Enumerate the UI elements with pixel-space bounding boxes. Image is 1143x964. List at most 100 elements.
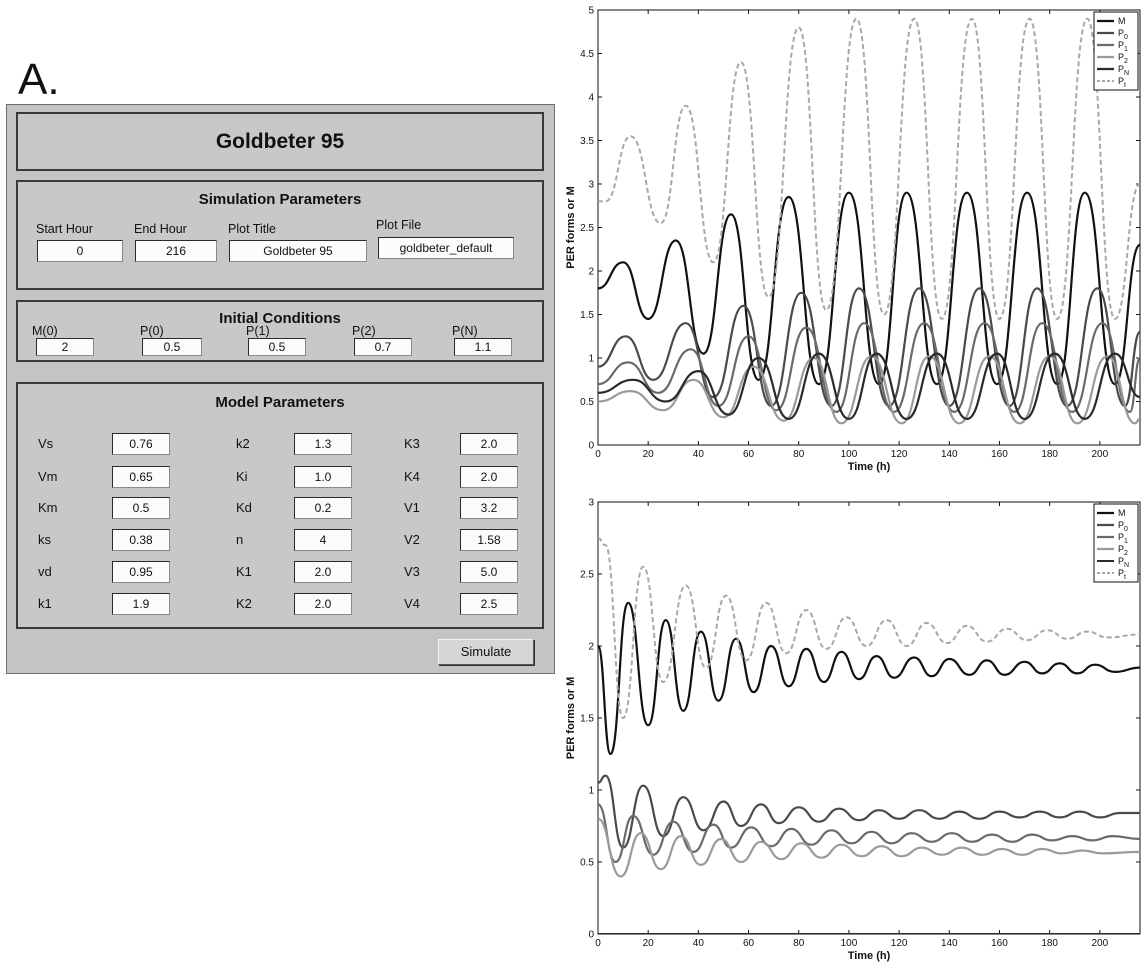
series-line-p2 bbox=[598, 355, 1140, 425]
chart-c: 0 20 40 60 80 100 120 140 160 180 200 0 0.5 1 1.5 2 2.5 3… bbox=[560, 494, 1143, 964]
x-tick-label: 120 bbox=[891, 449, 908, 460]
y-axis-title: PER forms or M bbox=[565, 677, 577, 760]
x-tick-label: 180 bbox=[1041, 449, 1058, 460]
param-field-vd[interactable]: 0.95 bbox=[112, 561, 170, 583]
param-field-n[interactable]: 4 bbox=[294, 529, 352, 551]
plot-title-field[interactable]: Goldbeter 95 bbox=[229, 240, 367, 262]
param-label-v2: V2 bbox=[404, 532, 420, 547]
param-field-kd[interactable]: 0.2 bbox=[294, 497, 352, 519]
y-tick-label: 3.5 bbox=[580, 136, 594, 147]
window-title-box: Goldbeter 95 bbox=[16, 112, 544, 171]
chart-svg-0: 0 20 40 60 80 100 120 140 160 180 200 0 0.5 1 1.5 2 2.5 3… bbox=[565, 6, 1141, 473]
x-tick-label: 0 bbox=[595, 938, 601, 949]
param-label-k1: k1 bbox=[38, 596, 52, 611]
y-tick-label: 0.5 bbox=[580, 858, 594, 869]
m0-field[interactable]: 2 bbox=[36, 338, 94, 356]
param-field-k1[interactable]: 1.9 bbox=[112, 593, 170, 615]
legend-label-m: M bbox=[1118, 508, 1126, 518]
y-tick-label: 0 bbox=[588, 930, 594, 941]
param-label-k3: K3 bbox=[404, 436, 420, 451]
x-tick-label: 80 bbox=[793, 938, 805, 949]
initial-conditions-group: Initial Conditions M(0) 2 P(0) 0.5 P(1) … bbox=[16, 300, 544, 362]
param-field-k1[interactable]: 2.0 bbox=[294, 561, 352, 583]
legend-label-p0: P0 bbox=[1118, 520, 1128, 533]
m0-label: M(0) bbox=[32, 324, 58, 338]
param-field-ki[interactable]: 1.0 bbox=[294, 466, 352, 488]
param-field-v3[interactable]: 5.0 bbox=[460, 561, 518, 583]
param-field-vm[interactable]: 0.65 bbox=[112, 466, 170, 488]
window-title: Goldbeter 95 bbox=[215, 130, 345, 153]
x-tick-label: 160 bbox=[991, 449, 1008, 460]
x-axis-title: Time (h) bbox=[848, 950, 891, 962]
param-field-vs[interactable]: 0.76 bbox=[112, 433, 170, 455]
simulate-button[interactable]: Simulate bbox=[438, 639, 534, 665]
x-tick-label: 160 bbox=[991, 938, 1008, 949]
y-tick-label: 2.5 bbox=[580, 223, 594, 234]
x-tick-label: 100 bbox=[841, 938, 858, 949]
param-field-k2[interactable]: 2.0 bbox=[294, 593, 352, 615]
p2-field[interactable]: 0.7 bbox=[354, 338, 412, 356]
param-label-k2: k2 bbox=[236, 436, 250, 451]
p1-label: P(1) bbox=[246, 324, 270, 338]
x-tick-label: 40 bbox=[693, 449, 705, 460]
series-line-pt bbox=[598, 537, 1140, 720]
param-label-vm: Vm bbox=[38, 469, 58, 484]
end-hour-label: End Hour bbox=[134, 222, 187, 236]
param-label-ks: ks bbox=[38, 532, 51, 547]
y-tick-label: 2 bbox=[588, 642, 594, 653]
param-field-km[interactable]: 0.5 bbox=[112, 497, 170, 519]
x-tick-label: 100 bbox=[841, 449, 858, 460]
param-field-ks[interactable]: 0.38 bbox=[112, 529, 170, 551]
param-field-k2[interactable]: 1.3 bbox=[294, 433, 352, 455]
p0-field[interactable]: 0.5 bbox=[142, 338, 202, 356]
plot-file-field[interactable]: goldbeter_default bbox=[378, 237, 514, 259]
param-label-ki: Ki bbox=[236, 469, 248, 484]
y-axis-title: PER forms or M bbox=[565, 186, 577, 269]
end-hour-field[interactable]: 216 bbox=[135, 240, 217, 262]
p2-label: P(2) bbox=[352, 324, 376, 338]
param-field-k3[interactable]: 2.0 bbox=[460, 433, 518, 455]
series-line-p2 bbox=[598, 817, 1140, 878]
legend-label-p1: P1 bbox=[1118, 40, 1128, 53]
param-field-v2[interactable]: 1.58 bbox=[460, 529, 518, 551]
plot-file-label: Plot File bbox=[376, 218, 422, 232]
chart-svg-1: 0 20 40 60 80 100 120 140 160 180 200 0 0.5 1 1.5 2 2.5 3… bbox=[565, 498, 1141, 962]
pn-label: P(N) bbox=[452, 324, 478, 338]
x-tick-label: 0 bbox=[595, 449, 601, 460]
panel-a-letter: A. bbox=[18, 55, 60, 104]
y-tick-label: 4.5 bbox=[580, 49, 594, 60]
x-tick-label: 200 bbox=[1092, 449, 1109, 460]
param-label-k2: K2 bbox=[236, 596, 252, 611]
p0-label: P(0) bbox=[140, 324, 164, 338]
x-tick-label: 40 bbox=[693, 938, 705, 949]
x-tick-label: 20 bbox=[643, 938, 655, 949]
series-line-m bbox=[598, 601, 1140, 756]
series-line-p1 bbox=[598, 322, 1140, 414]
plot-area bbox=[597, 9, 1141, 446]
y-tick-label: 1 bbox=[588, 786, 594, 797]
model-parameters-group: Model Parameters Vs 0.76 Vm 0.65 Km 0.5 ks 0.38… bbox=[16, 382, 544, 629]
param-label-km: Km bbox=[38, 500, 58, 515]
start-hour-field[interactable]: 0 bbox=[37, 240, 123, 262]
chart-b: 0 20 40 60 80 100 120 140 160 180 200 0 0.5 1 1.5 2 2.5 3… bbox=[560, 0, 1143, 475]
y-tick-label: 0.5 bbox=[580, 397, 594, 408]
p1-field[interactable]: 0.5 bbox=[248, 338, 306, 356]
legend-label-m: M bbox=[1118, 16, 1126, 26]
param-label-k4: K4 bbox=[404, 469, 420, 484]
param-field-k4[interactable]: 2.0 bbox=[460, 466, 518, 488]
param-field-v4[interactable]: 2.5 bbox=[460, 593, 518, 615]
x-tick-label: 80 bbox=[793, 449, 805, 460]
param-label-v1: V1 bbox=[404, 500, 420, 515]
legend-label-pt: Pt bbox=[1118, 76, 1126, 89]
x-tick-label: 120 bbox=[891, 938, 908, 949]
y-tick-label: 1.5 bbox=[580, 310, 594, 321]
y-tick-label: 3 bbox=[588, 498, 594, 509]
x-tick-label: 140 bbox=[941, 449, 958, 460]
pn-field[interactable]: 1.1 bbox=[454, 338, 512, 356]
param-field-v1[interactable]: 3.2 bbox=[460, 497, 518, 519]
series-line-pn bbox=[598, 352, 1140, 421]
param-label-vd: vd bbox=[38, 564, 52, 579]
legend-label-pn: PN bbox=[1118, 64, 1129, 77]
x-tick-label: 140 bbox=[941, 938, 958, 949]
plot-area bbox=[597, 501, 1141, 935]
